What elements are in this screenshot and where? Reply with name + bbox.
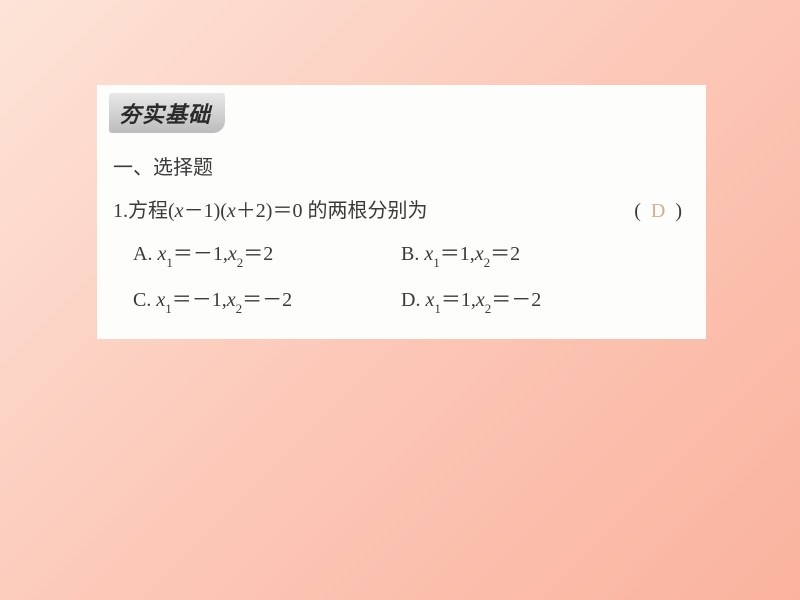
option-b: B. x1＝1,x2＝2 [401,237,520,269]
option-d: D. x1＝1,x2＝－2 [401,283,541,315]
header-title: 夯实基础 [119,102,211,127]
question-body: 方程(x－1)(x＋2)＝0 的两根分别为 [128,194,427,223]
question-number: 1. [113,200,128,223]
option-c: C. x1＝－1,x2＝－2 [133,283,401,315]
content-box: 夯实基础 一、选择题 1. 方程(x－1)(x＋2)＝0 的两根分别为 (D) … [97,85,706,339]
options-row-2: C. x1＝－1,x2＝－2 D. x1＝1,x2＝－2 [133,283,706,315]
option-a: A. x1＝－1,x2＝2 [133,237,401,269]
question-line: 1. 方程(x－1)(x＋2)＝0 的两根分别为 (D) [113,194,706,223]
answer-letter: D [641,200,675,222]
section-title: 一、选择题 [113,151,706,180]
answer-group: (D) [634,200,682,223]
header-tab: 夯实基础 [109,93,225,133]
options-row-1: A. x1＝－1,x2＝2 B. x1＝1,x2＝2 [133,237,706,269]
